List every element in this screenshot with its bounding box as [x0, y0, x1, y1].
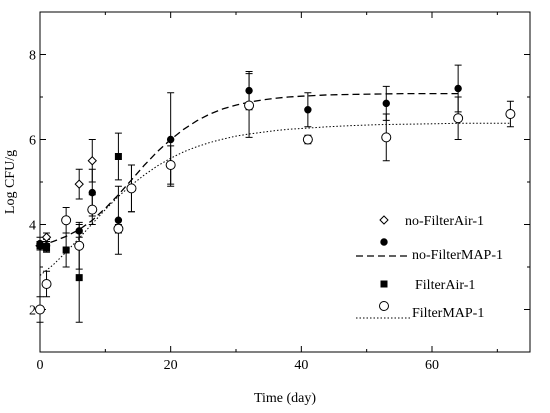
point-filterair-1: [36, 242, 44, 250]
point-no-filtermap-1: [304, 106, 312, 114]
plot-frame: [39, 11, 531, 353]
legend-label-no-filtermap-1: no-FilterMAP-1: [412, 248, 503, 263]
point-filtermap-1: [113, 223, 124, 234]
point-no-filtermap-1: [114, 216, 123, 224]
point-no-filtermap-1: [75, 227, 83, 235]
point-filtermap-1: [165, 160, 176, 170]
point-filterair-1: [62, 246, 70, 254]
x-tick-label: 60: [425, 358, 439, 373]
point-filterair-1: [75, 274, 83, 282]
point-filterair-1: [43, 244, 51, 252]
x-axis-label: Time (day): [254, 391, 316, 406]
point-filterair-1: [114, 153, 122, 160]
y-axis-label: Log CFU/g: [3, 150, 18, 214]
point-filtermap-1: [41, 279, 52, 289]
legend-filterair-1-symbol: [380, 280, 388, 288]
legend-filtermap-1-symbol: [379, 301, 389, 311]
fit-curve-no-filtermap-1: [39, 92, 459, 247]
legend-label-no-filterair-1: no-FilterAir-1: [405, 214, 484, 229]
legend-no-filterair-1-symbol: [379, 215, 389, 225]
fit-curve-filtermap-1: [39, 122, 511, 276]
point-filtermap-1: [74, 240, 85, 251]
point-no-filtermap-1: [454, 84, 462, 93]
point-no-filtermap-1: [88, 188, 96, 197]
point-filtermap-1: [87, 204, 98, 215]
point-filtermap-1: [505, 109, 516, 119]
point-no-filterair-1: [41, 232, 52, 242]
y-tick-label: 4: [29, 219, 36, 234]
point-filtermap-1: [302, 134, 313, 145]
point-filtermap-1: [35, 304, 45, 315]
point-no-filtermap-1: [245, 86, 253, 95]
point-no-filterair-1: [74, 179, 84, 189]
point-filtermap-1: [244, 100, 255, 111]
x-tick-label: 0: [37, 358, 44, 373]
legend-label-filterair-1: FilterAir-1: [415, 278, 475, 293]
y-tick-label: 2: [29, 304, 36, 319]
legend-no-filtermap-1-symbol: [380, 238, 388, 246]
point-no-filterair-1: [87, 156, 97, 166]
x-tick-label: 20: [164, 358, 178, 373]
point-filtermap-1: [126, 183, 137, 194]
legend-label-filtermap-1: FilterMAP-1: [412, 306, 484, 321]
point-no-filtermap-1: [382, 99, 390, 108]
y-tick-label: 8: [29, 49, 36, 64]
point-filtermap-1: [381, 132, 392, 143]
point-no-filtermap-1: [166, 135, 175, 144]
point-filtermap-1: [61, 215, 72, 226]
point-filtermap-1: [453, 113, 464, 124]
x-tick-label: 40: [294, 358, 308, 373]
y-tick-label: 6: [29, 134, 36, 149]
